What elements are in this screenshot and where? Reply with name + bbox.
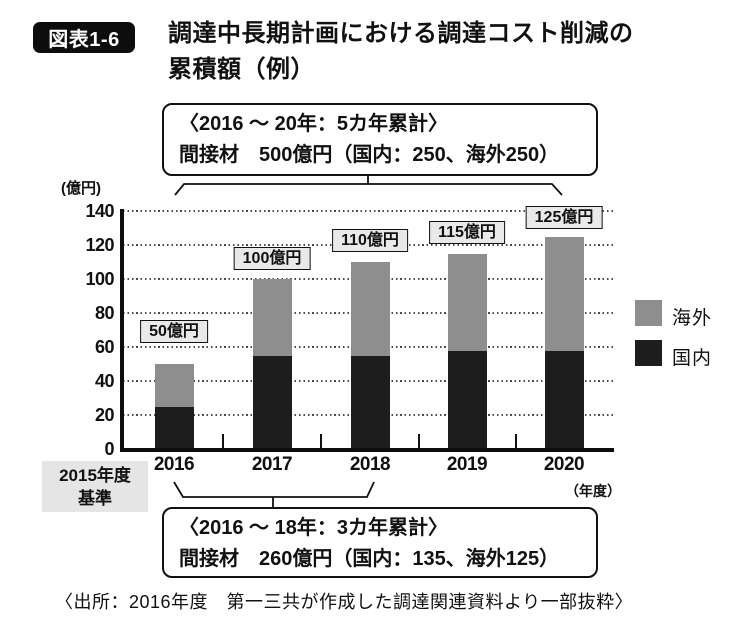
y-tick-label-60: 60 [94,337,115,357]
legend-label-国内: 国内 [672,348,713,369]
bar-total-label-2020: 125億円 [525,205,603,229]
bar-2018-domestic [350,355,390,449]
source-note: 〈出所：2016年度 第一三共が作成した調達関連資料より一部抜粋〉 [55,592,634,612]
x-tick-label-2017: 2017 [251,454,293,475]
legend-swatch-海外 [635,300,662,326]
bar-2018-overseas [350,262,390,356]
x-axis-tick [222,434,224,448]
y-tick-label-80: 80 [94,303,115,323]
bar-total-label-2018: 110億円 [332,229,408,252]
annotation-5yr-line1: 〈2016 ～ 20年：5カ年累計〉 [179,113,448,135]
figure-title-line1: 調達中長期計画における調達コスト削減の [168,20,634,47]
annotation-3yr-line1: 〈2016 ～ 18年：3カ年累計〉 [179,517,448,539]
y-axis-line [120,209,124,449]
bar-2019-domestic [447,351,487,449]
x-axis-tick [514,434,517,448]
legend-swatch-国内 [635,340,662,366]
x-axis-line [120,448,614,452]
figure-title-line2: 累積額（例） [168,56,315,83]
bar-total-label-2016: 50億円 [140,320,208,343]
y-tick-label-20: 20 [94,405,115,425]
x-tick-label-2020: 2020 [543,454,585,475]
baseline-note: 2015年度 基準 [42,461,148,512]
annotation-3yr-line2: 間接材 260億円（国内：135、海外125） [179,548,560,570]
bar-2017-overseas [252,279,292,356]
y-tick-label-120: 120 [85,235,114,255]
baseline-note-line1: 2015年度 [59,465,131,485]
y-tick-label-0: 0 [104,439,114,459]
x-tick-label-2019: 2019 [446,454,488,475]
bar-2020-overseas [544,236,584,352]
bar-2016-overseas [154,364,194,407]
annotation-box-3yr: 〈2016 ～ 18年：3カ年累計〉 間接材 260億円（国内：135、海外12… [162,507,598,578]
x-tick-label-2016: 2016 [153,454,195,475]
bar-total-label-2019: 115億円 [429,220,505,244]
bar-2020-domestic [544,351,584,449]
y-tick-label-140: 140 [85,201,114,221]
annotation-box-5yr: 〈2016 ～ 20年：5カ年累計〉 間接材 500億円（国内：250、海外25… [162,103,598,176]
bar-2016-domestic [154,406,194,449]
x-axis-unit-label: （年度） [565,483,621,499]
annotation-5yr-line2: 間接材 500億円（国内：250、海外250） [179,144,560,166]
baseline-note-line2: 基準 [78,488,112,508]
y-axis-unit-label: (億円) [61,180,101,197]
y-tick-label-40: 40 [94,371,115,391]
bar-2019-overseas [447,253,487,352]
bar-2017-domestic [252,355,292,449]
x-axis-tick [417,434,420,448]
x-axis-tick [320,434,322,448]
figure-number-badge: 図表1-6 [33,22,135,53]
x-tick-label-2018: 2018 [349,454,391,475]
bar-total-label-2017: 100億円 [233,247,311,270]
figure-title: 調達中長期計画における調達コスト削減の 累積額（例） [168,16,634,88]
y-tick-label-100: 100 [85,269,114,289]
gridline-140 [123,210,615,212]
legend-label-海外: 海外 [672,308,713,329]
